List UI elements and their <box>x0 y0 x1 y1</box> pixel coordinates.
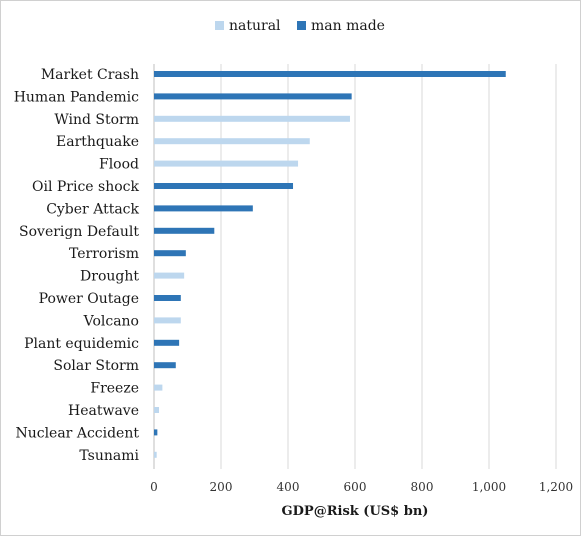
bar-soverign-default <box>154 227 215 234</box>
bars <box>154 71 506 458</box>
category-label: Wind Storm <box>54 112 139 128</box>
category-label: Soverign Default <box>19 224 139 240</box>
x-tick-label: 200 <box>210 480 233 494</box>
bar-wind-storm <box>154 115 350 122</box>
x-tick-label: 400 <box>277 480 300 494</box>
category-label: Freeze <box>90 381 139 397</box>
category-label: Nuclear Accident <box>15 425 139 441</box>
category-label: Power Outage <box>39 291 139 307</box>
category-label: Cyber Attack <box>46 201 139 217</box>
bar-market-crash <box>154 71 506 77</box>
legend-swatch-man-made <box>297 21 306 30</box>
x-tick-label: 1,200 <box>539 480 573 494</box>
bar-solar-storm <box>154 362 176 369</box>
legend: natural man made <box>215 18 385 34</box>
gridlines <box>153 64 557 469</box>
x-tick-label: 800 <box>411 480 434 494</box>
bar-power-outage <box>154 295 181 301</box>
bar-tsunami <box>154 451 157 458</box>
category-label: Solar Storm <box>53 358 139 374</box>
category-label: Drought <box>80 269 139 285</box>
bar-nuclear-accident <box>154 429 158 436</box>
category-label: Heatwave <box>68 403 139 419</box>
bar-human-pandemic <box>154 93 352 100</box>
bar-plant-equidemic <box>154 339 180 346</box>
category-label: Terrorism <box>69 246 139 262</box>
x-axis-title: GDP@Risk (US$ bn) <box>282 504 429 519</box>
category-label: Human Pandemic <box>14 89 139 105</box>
category-label: Oil Price shock <box>32 179 140 195</box>
category-labels: Market Crash Human Pandemic Wind Storm Eart… <box>14 67 140 464</box>
x-tick-label: 0 <box>150 480 158 494</box>
bar-freeze <box>154 384 163 391</box>
category-label: Tsunami <box>79 448 139 464</box>
x-tick-labels: 0 200 400 600 800 1,000 1,200 <box>150 480 573 494</box>
x-tick-label: 600 <box>344 480 367 494</box>
bar-oil-price-shock <box>154 183 294 189</box>
category-label: Plant equidemic <box>24 336 139 352</box>
bar-heatwave <box>154 407 160 413</box>
bar-volcano <box>154 317 181 324</box>
bar-drought <box>154 272 185 279</box>
legend-label: man made <box>311 18 385 34</box>
category-label: Volcano <box>83 313 139 329</box>
category-label: Market Crash <box>41 67 139 83</box>
x-tick-label: 1,000 <box>472 480 506 494</box>
bar-terrorism <box>154 250 186 257</box>
category-label: Earthquake <box>56 134 139 150</box>
bar-earthquake <box>154 138 310 145</box>
bar-cyber-attack <box>154 205 253 212</box>
legend-swatch-natural <box>215 21 224 30</box>
category-label: Flood <box>99 157 139 173</box>
bar-flood <box>154 160 299 167</box>
legend-label: natural <box>229 18 281 34</box>
